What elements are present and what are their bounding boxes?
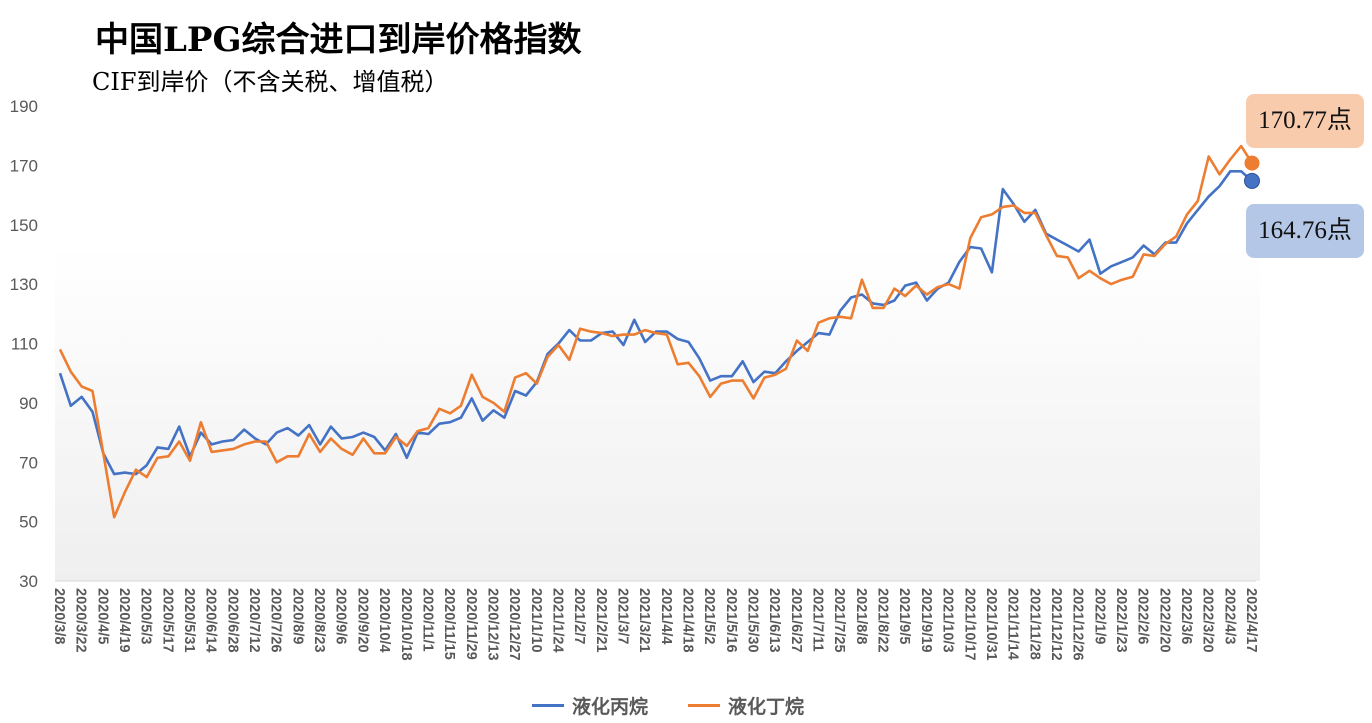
- y-tick-label: 190: [10, 97, 38, 116]
- x-tick-label: 2020/12/27: [506, 588, 522, 661]
- x-tick-label: 2021/1/10: [528, 588, 544, 653]
- x-tick-label: 2022/4/3: [1221, 588, 1237, 644]
- x-tick-label: 2020/6/28: [224, 588, 240, 653]
- x-tick-label: 2020/3/22: [73, 588, 89, 653]
- x-tick-label: 2022/1/23: [1113, 588, 1129, 653]
- x-tick-label: 2022/1/9: [1091, 588, 1107, 644]
- chart-title: 中国LPG综合进口到岸价格指数: [95, 20, 582, 60]
- x-tick-label: 2021/4/18: [680, 588, 696, 653]
- x-tick-label: 2020/3/8: [51, 588, 67, 644]
- x-tick-label: 2021/4/4: [658, 588, 674, 644]
- x-tick-label: 2022/3/6: [1178, 588, 1194, 644]
- x-tick-label: 2020/7/12: [246, 588, 262, 653]
- x-tick-label: 2020/7/26: [268, 588, 284, 653]
- x-tick-label: 2021/8/22: [875, 588, 891, 653]
- x-tick-label: 2021/9/19: [918, 588, 934, 653]
- x-tick-label: 2021/12/26: [1070, 588, 1086, 661]
- y-tick-label: 170: [10, 156, 38, 175]
- x-tick-label: 2020/9/6: [333, 588, 349, 644]
- y-tick-label: 150: [10, 216, 38, 235]
- x-tick-label: 2021/11/14: [1005, 588, 1021, 660]
- x-tick-label: 2021/7/25: [831, 588, 847, 653]
- x-tick-label: 2021/2/7: [571, 588, 587, 644]
- legend-label: 液化丁烷: [728, 697, 805, 718]
- chart-subtitle: CIF到岸价（不含关税、增值税）: [92, 68, 449, 96]
- x-tick-label: 2021/5/16: [723, 588, 739, 653]
- x-tick-label: 2020/5/3: [138, 588, 154, 644]
- x-tick-label: 2021/11/28: [1026, 588, 1042, 660]
- legend-swatch-propane: [532, 704, 564, 707]
- x-tick-label: 2022/3/20: [1200, 588, 1216, 653]
- x-tick-label: 2020/8/23: [311, 588, 327, 653]
- x-tick-label: 2020/4/5: [94, 588, 110, 644]
- x-tick-label: 2021/5/30: [745, 588, 761, 653]
- y-tick-label: 30: [19, 572, 38, 591]
- plot-area: [55, 100, 1260, 581]
- y-tick-label: 50: [19, 513, 38, 532]
- x-tick-label: 2020/10/18: [398, 588, 414, 661]
- y-tick-label: 110: [11, 335, 38, 354]
- x-tick-label: 2021/3/7: [614, 588, 630, 644]
- x-tick-label: 2021/10/17: [961, 588, 977, 661]
- legend-item-butane[interactable]: 液化丁烷: [688, 692, 804, 719]
- x-tick-label: 2021/3/21: [636, 588, 652, 653]
- x-tick-label: 2021/5/2: [701, 588, 717, 644]
- x-tick-label: 2021/9/5: [896, 588, 912, 644]
- series-line-butane: [58, 144, 1254, 519]
- x-tick-label: 2022/4/17: [1243, 588, 1259, 653]
- x-tick-label: 2020/10/4: [376, 588, 392, 653]
- x-tick-label: 2021/10/31: [983, 588, 999, 661]
- legend-item-propane[interactable]: 液化丙烷: [532, 692, 648, 719]
- legend-swatch-butane: [688, 704, 721, 707]
- x-tick-label: 2021/12/12: [1048, 588, 1064, 661]
- x-tick-label: 2021/10/3: [940, 588, 956, 653]
- x-tick-label: 2021/7/11: [810, 588, 826, 652]
- end-marker-butane: [1244, 155, 1260, 171]
- y-tick-label: 130: [10, 275, 38, 294]
- end-marker-propane: [1244, 172, 1260, 189]
- legend: 液化丙烷 液化丁烷: [532, 692, 804, 719]
- x-tick-label: 2020/9/20: [354, 588, 370, 653]
- butane-end-label: 170.77点: [1246, 94, 1364, 148]
- x-tick-label: 2021/8/8: [853, 588, 869, 644]
- x-tick-label: 2020/12/13: [484, 588, 500, 661]
- x-tick-label: 2020/11/15: [441, 588, 457, 660]
- x-tick-label: 2021/6/27: [788, 588, 804, 653]
- y-tick-label: 70: [19, 453, 38, 472]
- x-tick-label: 2021/6/13: [766, 588, 782, 653]
- x-tick-label: 2022/2/20: [1156, 588, 1172, 653]
- x-tick-label: 2020/6/14: [203, 588, 219, 653]
- propane-end-label: 164.76点: [1246, 204, 1364, 258]
- x-tick-label: 2020/5/31: [181, 588, 197, 653]
- x-tick-label: 2020/11/1: [419, 588, 435, 652]
- y-tick-label: 90: [19, 394, 38, 413]
- legend-label: 液化丙烷: [572, 697, 649, 718]
- x-tick-label: 2020/8/9: [289, 588, 305, 644]
- x-tick-label: 2021/1/24: [549, 588, 565, 653]
- x-tick-label: 2020/5/17: [159, 588, 175, 653]
- x-tick-label: 2020/4/19: [116, 588, 132, 653]
- x-tick-label: 2022/2/6: [1135, 588, 1151, 644]
- x-tick-label: 2021/2/21: [593, 588, 609, 653]
- x-tick-label: 2020/11/29: [463, 588, 479, 660]
